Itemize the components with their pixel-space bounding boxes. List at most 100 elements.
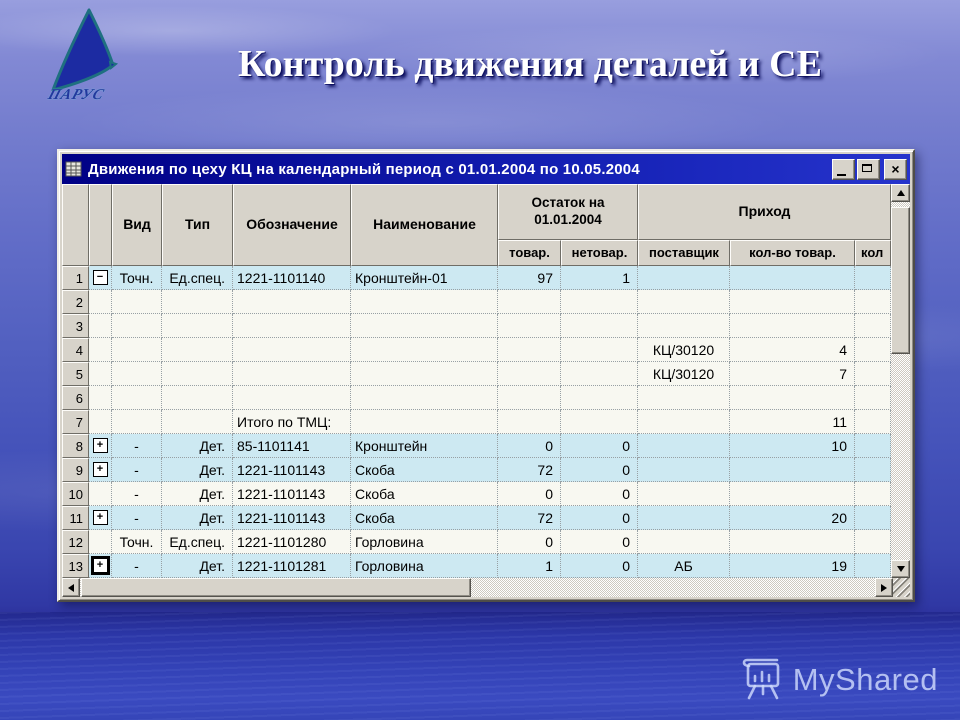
resize-grip[interactable] — [893, 578, 910, 597]
cell-kolvo[interactable]: 19 — [730, 554, 855, 578]
table-row[interactable]: 2 — [62, 290, 891, 314]
cell-kolvo[interactable] — [730, 386, 855, 410]
cell-oboz[interactable] — [233, 338, 351, 362]
cell-kolvo[interactable] — [730, 530, 855, 554]
cell-oboz[interactable]: Итого по ТМЦ: — [233, 410, 351, 434]
cell-tovar[interactable]: 0 — [498, 482, 561, 506]
expand-cell[interactable]: + — [89, 434, 112, 458]
expand-cell[interactable]: + — [89, 458, 112, 482]
cell-naim[interactable] — [351, 314, 498, 338]
cell-tovar[interactable] — [498, 338, 561, 362]
cell-oboz[interactable]: 1221-1101281 — [233, 554, 351, 578]
cell-post[interactable]: КЦ/30120 — [638, 338, 730, 362]
cell-netovar[interactable]: 0 — [561, 530, 638, 554]
cell-naim[interactable] — [351, 362, 498, 386]
cell-oboz[interactable] — [233, 386, 351, 410]
cell-kol-truncated[interactable] — [855, 338, 891, 362]
cell-tip[interactable] — [162, 314, 233, 338]
cell-post[interactable] — [638, 434, 730, 458]
expand-toggle[interactable]: + — [92, 438, 108, 453]
table-row[interactable]: 1 − Точн. Ед.спец. 1221-1101140 Кронштей… — [62, 266, 891, 290]
cell-vid[interactable] — [112, 362, 162, 386]
cell-post[interactable] — [638, 482, 730, 506]
cell-kol-truncated[interactable] — [855, 530, 891, 554]
cell-tip[interactable] — [162, 290, 233, 314]
cell-oboz[interactable] — [233, 290, 351, 314]
cell-naim[interactable] — [351, 386, 498, 410]
cell-tip[interactable]: Дет. — [162, 458, 233, 482]
cell-netovar[interactable]: 0 — [561, 506, 638, 530]
cell-tovar[interactable]: 1 — [498, 554, 561, 578]
expand-cell[interactable] — [89, 290, 112, 314]
cell-tip[interactable]: Ед.спец. — [162, 530, 233, 554]
cell-vid[interactable]: - — [112, 458, 162, 482]
cell-kolvo[interactable] — [730, 458, 855, 482]
expand-toggle[interactable]: + — [92, 558, 108, 573]
cell-kolvo[interactable]: 7 — [730, 362, 855, 386]
cell-vid[interactable] — [112, 410, 162, 434]
close-button[interactable]: × — [884, 158, 907, 180]
expand-toggle[interactable]: + — [92, 510, 108, 525]
cell-kolvo[interactable] — [730, 290, 855, 314]
cell-kol-truncated[interactable] — [855, 506, 891, 530]
cell-tip[interactable]: Ед.спец. — [162, 266, 233, 290]
row-number[interactable]: 10 — [62, 482, 89, 506]
row-number[interactable]: 12 — [62, 530, 89, 554]
cell-kol-truncated[interactable] — [855, 434, 891, 458]
row-number[interactable]: 1 — [62, 266, 89, 290]
expand-cell[interactable]: + — [89, 506, 112, 530]
expand-toggle[interactable]: − — [92, 270, 108, 285]
cell-tip[interactable] — [162, 338, 233, 362]
cell-post[interactable] — [638, 290, 730, 314]
expand-cell[interactable] — [89, 314, 112, 338]
cell-netovar[interactable]: 1 — [561, 266, 638, 290]
cell-netovar[interactable] — [561, 314, 638, 338]
cell-oboz[interactable]: 1221-1101280 — [233, 530, 351, 554]
cell-netovar[interactable] — [561, 410, 638, 434]
cell-naim[interactable]: Горловина — [351, 554, 498, 578]
cell-kol-truncated[interactable] — [855, 554, 891, 578]
cell-post[interactable] — [638, 530, 730, 554]
cell-naim[interactable]: Горловина — [351, 530, 498, 554]
expand-cell[interactable] — [89, 338, 112, 362]
expand-cell[interactable] — [89, 386, 112, 410]
cell-tip[interactable]: Дет. — [162, 554, 233, 578]
expand-toggle[interactable]: + — [92, 462, 108, 477]
cell-naim[interactable] — [351, 410, 498, 434]
table-row[interactable]: 4 КЦ/30120 4 — [62, 338, 891, 362]
cell-tovar[interactable]: 72 — [498, 506, 561, 530]
expand-cell[interactable] — [89, 362, 112, 386]
table-row[interactable]: 7 Итого по ТМЦ: 11 — [62, 410, 891, 434]
cell-post[interactable] — [638, 386, 730, 410]
cell-post[interactable] — [638, 506, 730, 530]
cell-vid[interactable]: Точн. — [112, 530, 162, 554]
cell-naim[interactable] — [351, 290, 498, 314]
cell-oboz[interactable]: 1221-1101143 — [233, 458, 351, 482]
row-number[interactable]: 6 — [62, 386, 89, 410]
minimize-button[interactable] — [832, 158, 855, 180]
cell-tovar[interactable]: 0 — [498, 434, 561, 458]
cell-post[interactable] — [638, 410, 730, 434]
cell-tip[interactable]: Дет. — [162, 434, 233, 458]
cell-tip[interactable]: Дет. — [162, 506, 233, 530]
cell-tovar[interactable] — [498, 290, 561, 314]
cell-naim[interactable]: Кронштейн — [351, 434, 498, 458]
window-titlebar[interactable]: Движения по цеху КЦ на календарный перио… — [62, 154, 910, 184]
cell-kolvo[interactable]: 11 — [730, 410, 855, 434]
scroll-right-button[interactable] — [875, 578, 893, 597]
cell-netovar[interactable] — [561, 362, 638, 386]
row-number[interactable]: 2 — [62, 290, 89, 314]
cell-naim[interactable]: Скоба — [351, 458, 498, 482]
cell-tip[interactable] — [162, 362, 233, 386]
cell-tip[interactable] — [162, 386, 233, 410]
cell-netovar[interactable]: 0 — [561, 434, 638, 458]
cell-kolvo[interactable]: 20 — [730, 506, 855, 530]
cell-vid[interactable] — [112, 314, 162, 338]
cell-netovar[interactable]: 0 — [561, 554, 638, 578]
cell-post[interactable]: АБ — [638, 554, 730, 578]
row-number[interactable]: 9 — [62, 458, 89, 482]
expand-cell[interactable] — [89, 530, 112, 554]
table-row[interactable]: 8 + - Дет. 85-1101141 Кронштейн 0 0 10 — [62, 434, 891, 458]
cell-vid[interactable]: - — [112, 554, 162, 578]
horizontal-scroll-thumb[interactable] — [81, 578, 471, 597]
